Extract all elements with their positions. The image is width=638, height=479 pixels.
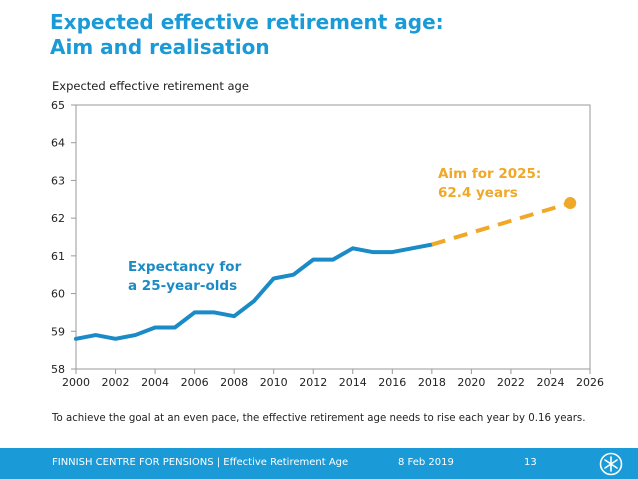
footer-date: 8 Feb 2019 xyxy=(398,457,454,468)
series-expectancy-line xyxy=(74,242,434,341)
logo-icon xyxy=(599,452,623,476)
x-tick-label: 2012 xyxy=(299,376,327,389)
y-tick-label: 62 xyxy=(51,212,65,225)
footer-organization: FINNISH CENTRE FOR PENSIONS | Effective … xyxy=(52,457,349,468)
annotation-aim-line2: 62.4 years xyxy=(438,185,518,201)
x-tick-label: 2006 xyxy=(181,376,209,389)
x-tick-label: 2024 xyxy=(536,376,564,389)
x-tick-label: 2002 xyxy=(102,376,130,389)
x-tick-label: 2000 xyxy=(62,376,90,389)
x-tick-label: 2010 xyxy=(260,376,288,389)
y-tick-label: 63 xyxy=(51,174,65,187)
x-tick-label: 2022 xyxy=(497,376,525,389)
chart-title: Expected effective retirement age xyxy=(52,79,249,93)
page-number: 13 xyxy=(524,457,537,468)
y-tick-label: 59 xyxy=(51,325,65,338)
y-tick-label: 58 xyxy=(51,363,65,376)
x-tick-label: 2016 xyxy=(378,376,406,389)
page-title: Expected effective retirement age: Aim a… xyxy=(50,10,444,60)
x-tick-label: 2020 xyxy=(457,376,485,389)
y-tick-label: 65 xyxy=(51,99,65,112)
x-tick-label: 2026 xyxy=(576,376,604,389)
annotation-expectancy-line2: a 25-year-olds xyxy=(128,278,237,294)
series-aim-line xyxy=(431,201,571,247)
footnote: To achieve the goal at an even pace, the… xyxy=(52,413,586,424)
x-tick-label: 2018 xyxy=(418,376,446,389)
retirement-age-chart: 2000 2002 2004 2006 2008 2010 2012 2014 2016 2018… xyxy=(51,99,604,389)
x-tick-label: 2004 xyxy=(141,376,169,389)
x-tick-label: 2008 xyxy=(220,376,248,389)
y-tick-label: 60 xyxy=(51,288,65,301)
title-line-1: Expected effective retirement age: xyxy=(50,10,444,34)
annotation-aim-line1: Aim for 2025: xyxy=(438,166,541,182)
aim-endpoint-marker xyxy=(564,197,577,210)
x-tick-label: 2014 xyxy=(339,376,367,389)
title-line-2: Aim and realisation xyxy=(50,35,270,59)
y-tick-label: 61 xyxy=(51,250,65,263)
y-tick-label: 64 xyxy=(51,137,65,150)
plot-area xyxy=(75,104,591,370)
footer-bar: FINNISH CENTRE FOR PENSIONS | Effective … xyxy=(0,448,638,479)
annotation-expectancy-line1: Expectancy for xyxy=(128,259,242,275)
